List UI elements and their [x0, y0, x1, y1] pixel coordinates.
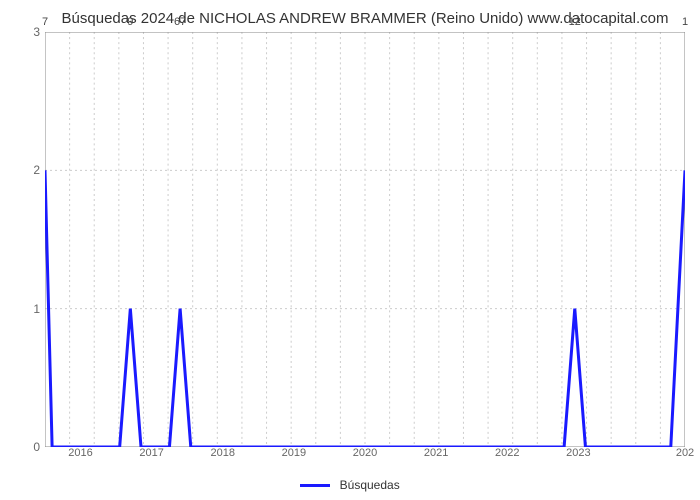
y-tick-label: 3 — [33, 25, 40, 39]
y-axis-labels: 0123 — [20, 32, 40, 447]
x-tick-label: 202 — [676, 447, 694, 459]
chart-svg — [45, 32, 685, 447]
chart-container: Búsquedas 2024 de NICHOLAS ANDREW BRAMME… — [45, 10, 685, 450]
legend-line-icon — [300, 484, 330, 487]
x-tick-label: 2017 — [139, 447, 163, 459]
y-tick-label: 1 — [33, 302, 40, 316]
x-tick-label: 2022 — [495, 447, 519, 459]
x-tick-label: 2019 — [282, 447, 306, 459]
x-tick-label: 2021 — [424, 447, 448, 459]
y-tick-label: 2 — [33, 163, 40, 177]
plot-area: 0123 20162017201820192020202120222023202… — [45, 32, 685, 447]
chart-title: Búsquedas 2024 de NICHOLAS ANDREW BRAMME… — [45, 10, 685, 27]
x-tick-label: 2018 — [211, 447, 235, 459]
x-tick-label: 2023 — [566, 447, 590, 459]
y-tick-label: 0 — [33, 440, 40, 454]
x-tick-label: 2020 — [353, 447, 377, 459]
legend: Búsquedas — [0, 478, 700, 492]
x-tick-label: 2016 — [68, 447, 92, 459]
legend-label: Búsquedas — [340, 478, 400, 492]
x-axis-labels: 20162017201820192020202120222023202 — [45, 447, 685, 467]
